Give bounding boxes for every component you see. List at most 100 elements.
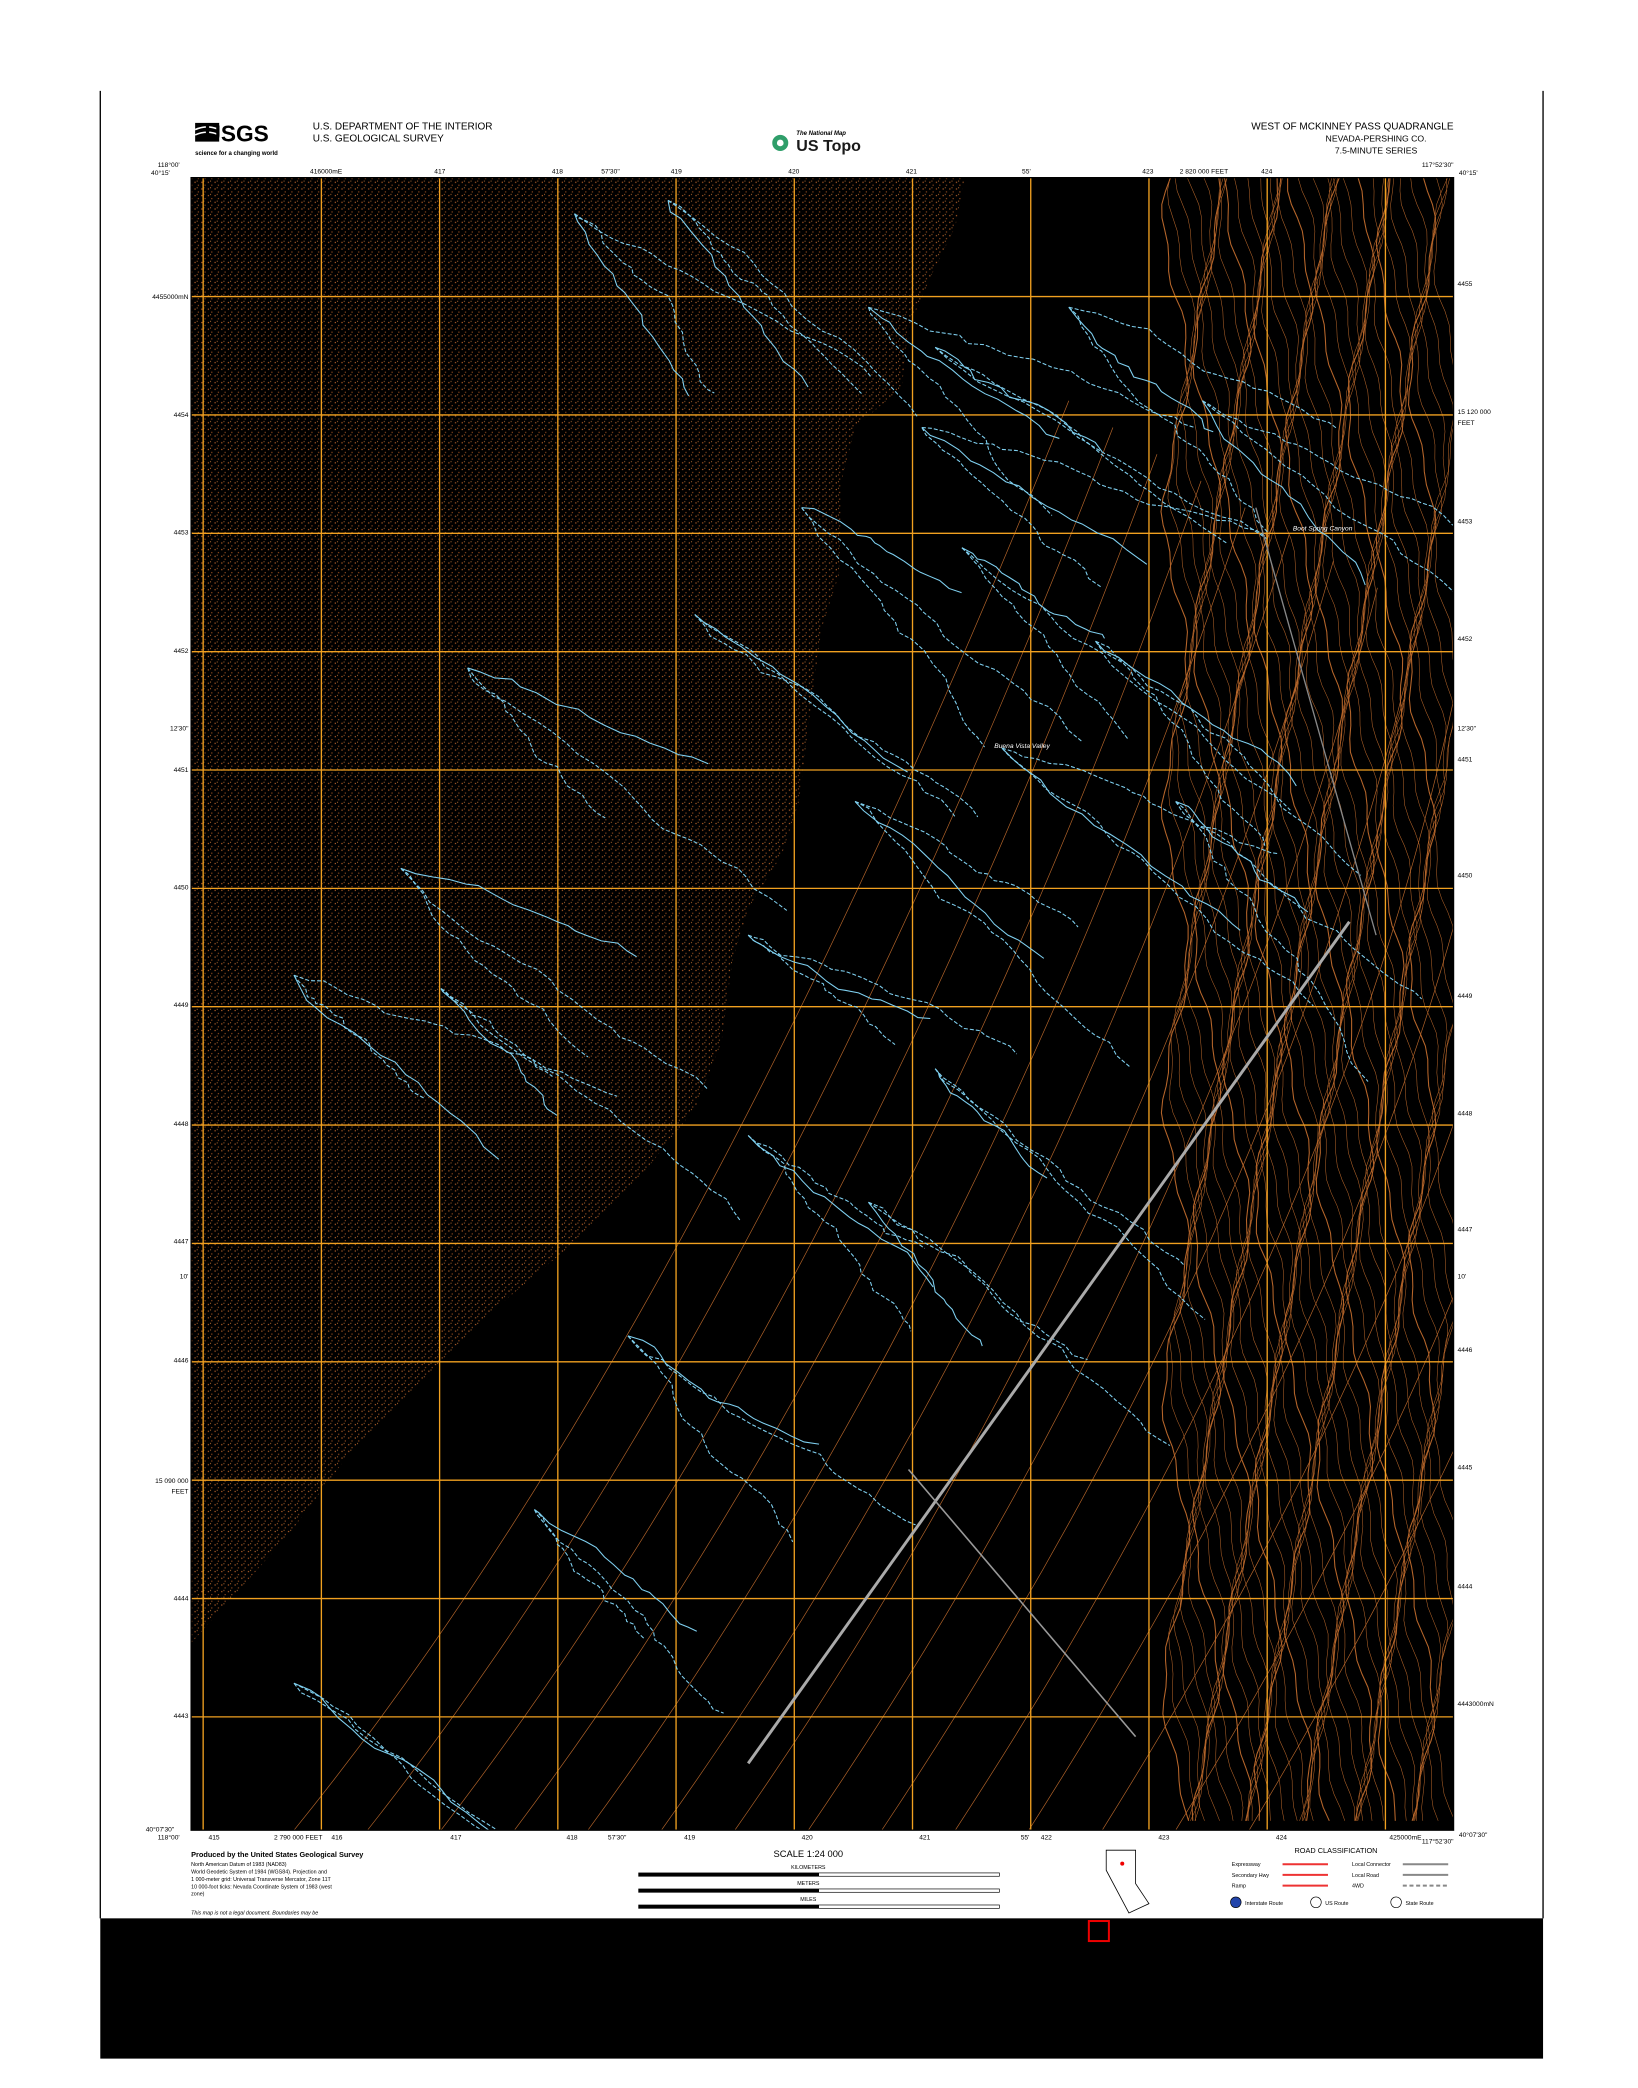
stream (934, 1068, 1206, 1320)
label: 40°07'30" (146, 1826, 175, 1834)
coord-label: 415 (208, 1835, 219, 1842)
stream (467, 667, 709, 765)
stream (440, 988, 558, 1116)
contour-line (1185, 177, 1216, 1821)
contour-line (954, 698, 1454, 1831)
stream (534, 1509, 697, 1632)
coord-label: 12'30" (170, 726, 189, 733)
feature-label: Buena Vista Valley (994, 743, 1050, 750)
state-outline (1105, 1849, 1150, 1914)
coord-label: 4448 (1458, 1110, 1473, 1117)
coord-label: 57'30" (608, 1835, 627, 1842)
contour-line (1234, 177, 1265, 1821)
route-shield (1310, 1896, 1322, 1908)
road (747, 920, 1351, 1765)
coord-label: 420 (802, 1835, 813, 1842)
stream (293, 974, 500, 1160)
contour-line (1246, 177, 1277, 1821)
stream (667, 199, 918, 417)
road-title: ROAD CLASSIFICATION (1295, 1846, 1378, 1855)
contour-line (1283, 177, 1314, 1821)
contour-line (587, 507, 1246, 1831)
stream (961, 547, 1129, 741)
credit-line: 1 000-meter grid: Universal Transverse M… (191, 1877, 331, 1883)
coord-label: 416000mE (310, 169, 343, 176)
stream (293, 1682, 484, 1831)
contour-line (1345, 177, 1376, 1821)
stream (1175, 801, 1309, 913)
road-type: Secondary Hwy (1232, 1873, 1270, 1879)
contour-line (1418, 177, 1449, 1821)
contour-line (1101, 1122, 1454, 1831)
route-type: State Route (1405, 1901, 1433, 1907)
coord-label: 55' (1021, 1835, 1030, 1842)
stream (747, 1135, 912, 1332)
stream (1202, 400, 1454, 593)
contour-line (1191, 177, 1222, 1821)
contour-line (293, 400, 1070, 1831)
coord-label: 4447 (1458, 1227, 1473, 1234)
scale-bar (638, 1904, 819, 1909)
terrain-region (191, 177, 965, 1644)
stream (867, 307, 1053, 516)
contour-line (1203, 177, 1234, 1821)
contour-line (1302, 177, 1332, 1821)
coord-label: 10' (180, 1273, 189, 1280)
stream (467, 667, 606, 819)
stream (400, 867, 637, 958)
road (907, 1468, 1137, 1738)
stream (293, 1682, 499, 1831)
contour-line (1248, 1449, 1454, 1831)
contour-line (1179, 177, 1209, 1821)
coord-label: 424 (1276, 1835, 1287, 1842)
contour-line (440, 454, 1158, 1831)
coord-label: 4452 (1458, 636, 1473, 643)
stream (1202, 400, 1454, 527)
route-type: US Route (1325, 1901, 1348, 1907)
coord-label: 15 090 000 (155, 1478, 189, 1485)
scale-bar (638, 1872, 819, 1877)
stream (854, 801, 1045, 959)
black-band (100, 1918, 1544, 2059)
stream (934, 1068, 1048, 1179)
contour-line (1028, 925, 1454, 1831)
stream (801, 507, 985, 748)
map-content (191, 177, 1454, 1831)
legal-note: This map is not a legal document. Bounda… (191, 1910, 318, 1916)
coord-label: 4445 (1458, 1464, 1473, 1471)
label: 40°15' (151, 169, 170, 177)
road-type: Ramp (1232, 1884, 1246, 1890)
stream (801, 507, 962, 594)
stream (293, 974, 426, 1099)
stream (400, 867, 708, 1090)
coord-label: 423 (1142, 169, 1153, 176)
coord-label: 2 820 000 FEET (1180, 169, 1228, 176)
stream (1068, 306, 1268, 533)
contour-line (1228, 177, 1259, 1821)
scale-title: SCALE 1:24 000 (774, 1849, 844, 1859)
producer: Produced by the United States Geological… (191, 1850, 364, 1859)
contour-line (1197, 177, 1228, 1821)
coord-label: FEET (171, 1489, 188, 1496)
location-dot (1120, 1861, 1125, 1866)
coord-label: 422 (1041, 1835, 1052, 1842)
contour-line (1289, 177, 1320, 1821)
road-type: Local Connector (1352, 1862, 1391, 1868)
stream (1001, 747, 1279, 855)
stream (1095, 640, 1266, 846)
coord-label: 15 120 000 (1458, 409, 1492, 416)
contour-line (661, 534, 1290, 1831)
contour-line (1175, 1295, 1454, 1831)
scale-unit: METERS (797, 1881, 820, 1887)
contour-line (1412, 177, 1443, 1821)
stream (574, 213, 715, 394)
credit-line: World Geodetic System of 1984 (WGS84). P… (191, 1870, 327, 1876)
coord-label: FEET (1458, 420, 1475, 427)
stream (747, 1135, 934, 1288)
stream (667, 200, 809, 388)
stream (934, 346, 1267, 539)
contour-line (1210, 177, 1240, 1821)
stream (1201, 400, 1366, 586)
series: 7.5-MINUTE SERIES (1335, 146, 1418, 156)
stream (868, 306, 1196, 429)
